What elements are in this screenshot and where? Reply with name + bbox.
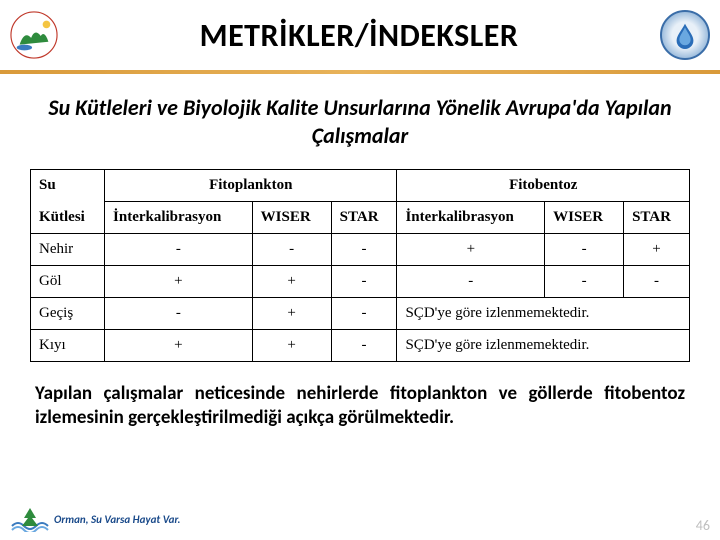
cell: - xyxy=(105,234,253,266)
col-header-interkal-2: İnterkalibrasyon xyxy=(397,202,545,234)
cell-merged: SÇD'ye göre izlenmemektedir. xyxy=(397,298,690,330)
page-number: 46 xyxy=(696,517,710,534)
cell: + xyxy=(105,330,253,362)
conclusion-text: Yapılan çalışmalar neticesinde nehirlerd… xyxy=(0,362,720,430)
cell: - xyxy=(331,330,397,362)
footer-slogan: Orman, Su Varsa Hayat Var. xyxy=(54,513,180,526)
cell: - xyxy=(545,266,624,298)
table-row: Geçiş - + - SÇD'ye göre izlenmemektedir. xyxy=(31,298,690,330)
footer-logo: Orman, Su Varsa Hayat Var. xyxy=(10,504,180,534)
table-row: Nehir - - - + - + xyxy=(31,234,690,266)
cell: - xyxy=(331,298,397,330)
table-row: Göl + + - - - - xyxy=(31,266,690,298)
cell: + xyxy=(397,234,545,266)
row-label: Geçiş xyxy=(31,298,105,330)
cell: - xyxy=(105,298,253,330)
cell: + xyxy=(624,234,690,266)
cell: - xyxy=(331,266,397,298)
header: METRİKLER/İNDEKSLER xyxy=(0,0,720,70)
footer: Orman, Su Varsa Hayat Var. 46 xyxy=(10,504,710,534)
cell: + xyxy=(105,266,253,298)
row-label: Nehir xyxy=(31,234,105,266)
col-header-star-2: STAR xyxy=(624,202,690,234)
col-header-fitoplankton: Fitoplankton xyxy=(105,170,397,202)
cell: - xyxy=(545,234,624,266)
col-header-kutlesi: Kütlesi xyxy=(31,202,105,234)
col-header-interkal-1: İnterkalibrasyon xyxy=(105,202,253,234)
cell: - xyxy=(252,234,331,266)
subtitle: Su Kütleleri ve Biyolojik Kalite Unsurla… xyxy=(0,94,720,169)
row-label: Kıyı xyxy=(31,330,105,362)
cell: + xyxy=(252,330,331,362)
cell: - xyxy=(397,266,545,298)
cell: + xyxy=(252,266,331,298)
cell-merged: SÇD'ye göre izlenmemektedir. xyxy=(397,330,690,362)
water-authority-logo-icon xyxy=(660,10,710,60)
table-header-row-2: Kütlesi İnterkalibrasyon WISER STAR İnte… xyxy=(31,202,690,234)
col-header-wiser-2: WISER xyxy=(545,202,624,234)
ministry-logo-icon xyxy=(10,11,58,59)
row-label: Göl xyxy=(31,266,105,298)
studies-table: Su Fitoplankton Fitobentoz Kütlesi İnter… xyxy=(0,169,720,362)
col-header-su: Su xyxy=(31,170,105,202)
col-header-wiser-1: WISER xyxy=(252,202,331,234)
table-row: Kıyı + + - SÇD'ye göre izlenmemektedir. xyxy=(31,330,690,362)
cell: + xyxy=(252,298,331,330)
wave-tree-icon xyxy=(10,506,50,532)
col-header-fitobentoz: Fitobentoz xyxy=(397,170,690,202)
page-title: METRİKLER/İNDEKSLER xyxy=(58,16,660,55)
table-header-row-1: Su Fitoplankton Fitobentoz xyxy=(31,170,690,202)
col-header-star-1: STAR xyxy=(331,202,397,234)
cell: - xyxy=(624,266,690,298)
header-divider xyxy=(0,70,720,74)
cell: - xyxy=(331,234,397,266)
